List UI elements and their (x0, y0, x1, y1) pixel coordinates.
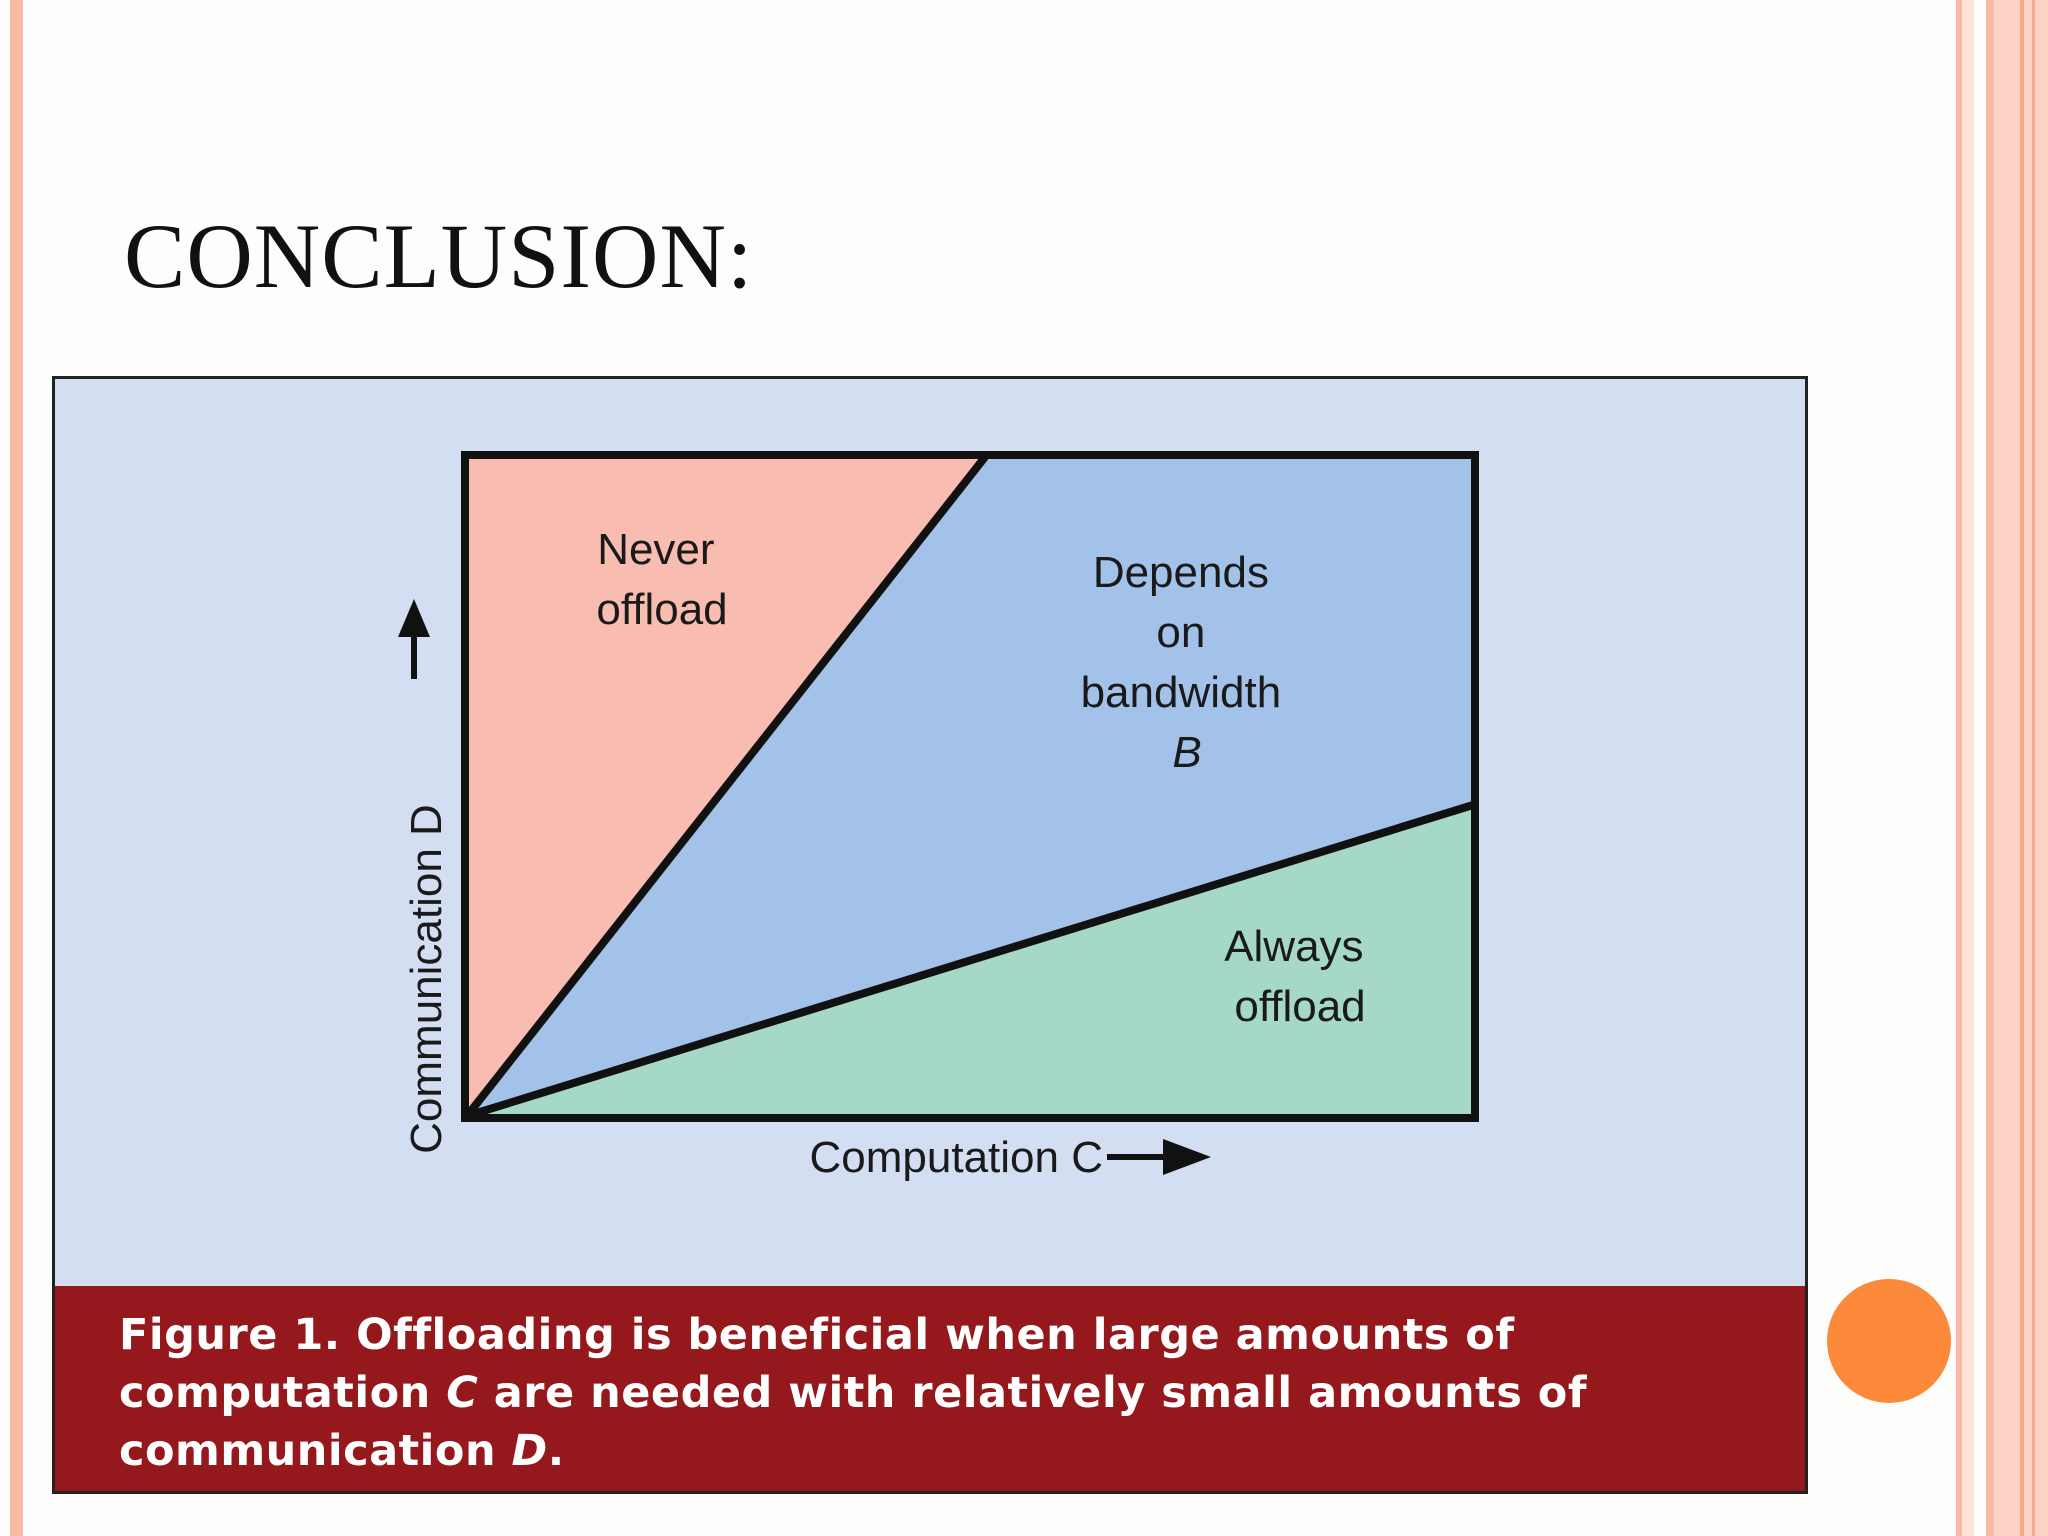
y-axis-arrow-icon (398, 599, 430, 679)
region-depends-on-bandwidth (467, 457, 1473, 1116)
accent-dot (1827, 1279, 1951, 1403)
never-boundary-line (463, 454, 989, 1119)
figure-caption-band: Figure 1. Offloading is beneficial when … (55, 1286, 1805, 1491)
x-axis-label: Computation C (810, 1133, 1103, 1182)
slide-title: CONCLUSION: (124, 205, 754, 307)
offload-diagram: Never offload Depends on bandwidth B Alw… (398, 451, 1479, 1182)
region-label-depends-on-bandwidth: Depends on bandwidth B (1081, 548, 1294, 777)
diagram-frame (461, 451, 1479, 1122)
x-axis-arrow-icon (1107, 1139, 1211, 1175)
figure-panel: Never offload Depends on bandwidth B Alw… (52, 376, 1808, 1494)
region-label-never-offload: Never offload (596, 525, 727, 634)
always-boundary-line (465, 801, 1475, 1120)
region-label-always-offload: Always offload (1224, 922, 1376, 1031)
figure-caption: Figure 1. Offloading is beneficial when … (119, 1310, 1588, 1476)
slide-right-border (1956, 0, 2048, 1536)
slide-left-border (10, 0, 23, 1536)
y-axis-label: Communication D (402, 804, 451, 1154)
